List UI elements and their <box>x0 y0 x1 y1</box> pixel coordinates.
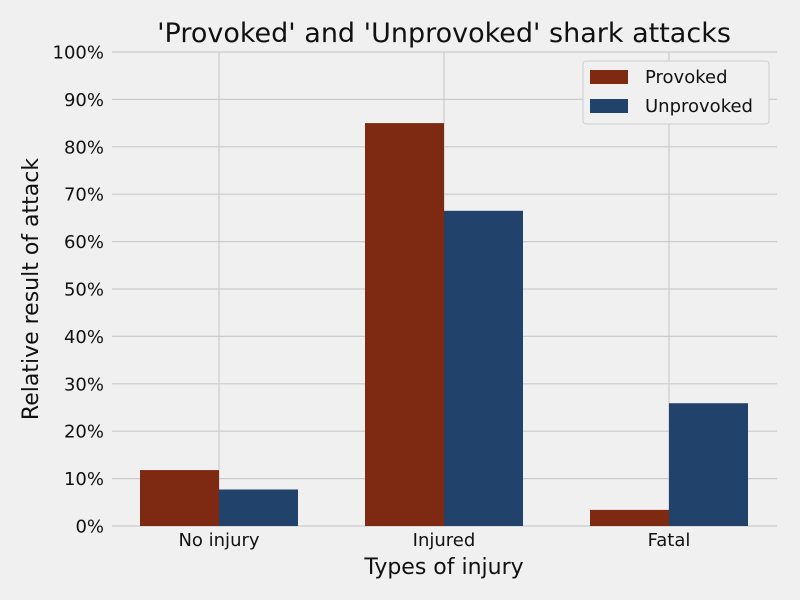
legend-label-unprovoked: Unprovoked <box>645 96 753 117</box>
y-tick-label: 60% <box>64 232 104 253</box>
chart-title: 'Provoked' and 'Unprovoked' shark attack… <box>157 18 731 49</box>
y-tick-label: 30% <box>64 374 104 395</box>
y-tick-label: 90% <box>64 90 104 111</box>
y-tick-label: 50% <box>64 280 104 301</box>
bar-provoked-no-injury <box>140 470 219 526</box>
legend-label-provoked: Provoked <box>645 67 728 88</box>
x-tick-label: Injured <box>413 530 476 551</box>
y-tick-label: 20% <box>64 422 104 443</box>
legend-box <box>582 60 770 125</box>
y-tick-label: 10% <box>64 469 104 490</box>
bar-provoked-injured <box>365 123 444 526</box>
y-axis-label: Relative result of attack <box>19 158 44 420</box>
x-tick-labels: No injury Injured Fatal <box>178 530 690 551</box>
legend-swatch-unprovoked <box>590 99 628 113</box>
y-tick-labels: 0% 10% 20% 30% 40% 50% 60% 70% 80% 90% 100% <box>53 43 104 538</box>
y-tick-label: 100% <box>53 43 104 64</box>
bar-unprovoked-injured <box>444 210 523 527</box>
x-tick-label: Fatal <box>648 530 691 551</box>
bar-provoked-fatal <box>590 509 669 526</box>
legend-swatch-provoked <box>590 70 628 84</box>
x-tick-label: No injury <box>178 530 259 551</box>
x-axis-label: Types of injury <box>363 555 523 580</box>
y-tick-label: 80% <box>64 137 104 158</box>
y-tick-label: 70% <box>64 185 104 206</box>
bars-layer <box>140 123 748 527</box>
y-tick-label: 40% <box>64 327 104 348</box>
legend: Provoked Unprovoked <box>582 60 770 125</box>
bar-unprovoked-no-injury <box>219 489 298 526</box>
y-tick-label: 0% <box>75 517 104 538</box>
bar-unprovoked-fatal <box>669 403 748 526</box>
